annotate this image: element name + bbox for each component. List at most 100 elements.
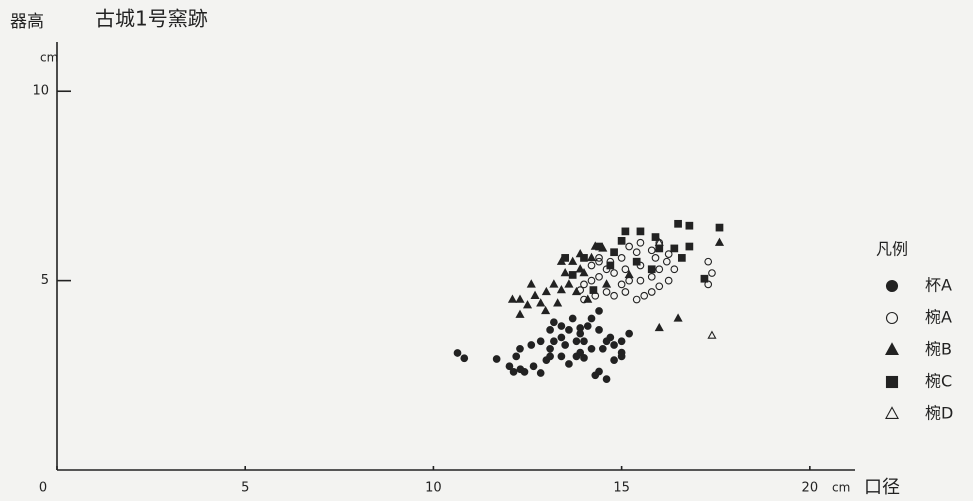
- data-point: [632, 295, 641, 304]
- data-point: [685, 242, 694, 251]
- data-point: [651, 254, 660, 262]
- legend-label: 杯A: [925, 276, 952, 295]
- data-point: [621, 227, 630, 236]
- data-point: [579, 267, 589, 277]
- legend-marker: [885, 406, 899, 419]
- data-point: [617, 337, 626, 346]
- data-point: [530, 290, 540, 299]
- data-point: [654, 237, 664, 246]
- data-point: [714, 237, 725, 246]
- data-point: [583, 294, 593, 303]
- x-tick-label: 0: [39, 481, 47, 496]
- data-point: [583, 322, 592, 330]
- data-point: [591, 371, 600, 380]
- data-point: [655, 282, 664, 291]
- data-point: [556, 284, 566, 294]
- data-point: [520, 368, 529, 376]
- data-point: [670, 244, 679, 253]
- data-point: [632, 257, 641, 266]
- data-point: [610, 341, 618, 349]
- x-tick-label: 10: [425, 481, 442, 496]
- data-point: [617, 280, 626, 289]
- data-point: [589, 286, 598, 294]
- data-point: [606, 261, 615, 270]
- data-point: [617, 352, 626, 361]
- data-point: [546, 352, 554, 361]
- data-point: [595, 326, 603, 334]
- data-point: [610, 356, 618, 365]
- data-point: [624, 269, 634, 279]
- data-point: [541, 305, 551, 315]
- legend-marker: [885, 279, 899, 293]
- data-point: [625, 276, 634, 285]
- data-point: [617, 254, 626, 262]
- x-axis-label: 口径: [864, 477, 900, 498]
- data-point: [621, 265, 630, 274]
- data-point: [664, 276, 673, 285]
- chart-title: 古城1号窯跡: [95, 7, 208, 31]
- data-point: [662, 257, 671, 266]
- data-point: [595, 272, 603, 281]
- data-point: [571, 286, 582, 296]
- data-point: [546, 326, 554, 334]
- data-point: [640, 291, 649, 300]
- data-point: [536, 337, 545, 346]
- data-point: [595, 307, 603, 315]
- data-point: [580, 354, 588, 362]
- data-point: [602, 375, 611, 383]
- x-tick-label: 20: [802, 481, 819, 496]
- data-point: [587, 314, 596, 323]
- data-point: [557, 322, 566, 330]
- data-point: [561, 341, 570, 349]
- data-point: [636, 276, 645, 285]
- data-point: [568, 256, 578, 265]
- data-point: [651, 233, 660, 241]
- data-point: [647, 272, 656, 281]
- data-point: [598, 344, 607, 353]
- data-point: [557, 352, 566, 361]
- data-point: [509, 368, 518, 376]
- data-point: [595, 257, 603, 266]
- y-axis-unit: cm: [40, 51, 58, 65]
- legend-label: 椀C: [925, 372, 952, 391]
- data-point: [677, 254, 686, 262]
- data-point: [685, 221, 694, 230]
- y-tick-label: 10: [32, 84, 49, 99]
- data-point: [673, 313, 683, 322]
- data-point: [632, 248, 641, 257]
- data-point: [526, 279, 536, 288]
- data-point: [704, 257, 713, 266]
- data-point: [617, 236, 626, 245]
- data-point: [595, 254, 603, 262]
- legend-label: 椀D: [925, 404, 953, 423]
- data-point: [536, 298, 546, 307]
- data-point: [625, 329, 634, 338]
- data-point: [515, 309, 525, 318]
- data-point: [636, 238, 645, 247]
- data-point: [557, 333, 566, 342]
- data-point: [664, 250, 673, 258]
- data-point: [568, 314, 577, 323]
- data-point: [492, 355, 501, 363]
- data-point: [700, 274, 709, 283]
- data-point: [553, 298, 563, 307]
- data-point: [655, 244, 664, 253]
- legend-title: 凡例: [876, 240, 908, 259]
- legend-label: 椀B: [925, 340, 952, 359]
- data-point: [602, 288, 611, 296]
- data-point: [610, 248, 618, 257]
- data-point: [586, 252, 597, 262]
- data-point: [707, 330, 717, 339]
- data-point: [674, 219, 682, 228]
- data-point: [575, 264, 585, 273]
- data-point: [505, 362, 514, 371]
- data-point: [610, 269, 618, 277]
- x-tick-label: 5: [241, 481, 249, 496]
- data-point: [507, 294, 518, 303]
- data-point: [606, 333, 615, 342]
- data-point: [561, 254, 570, 262]
- data-point: [527, 341, 536, 349]
- data-point: [576, 324, 585, 332]
- data-point: [610, 291, 618, 300]
